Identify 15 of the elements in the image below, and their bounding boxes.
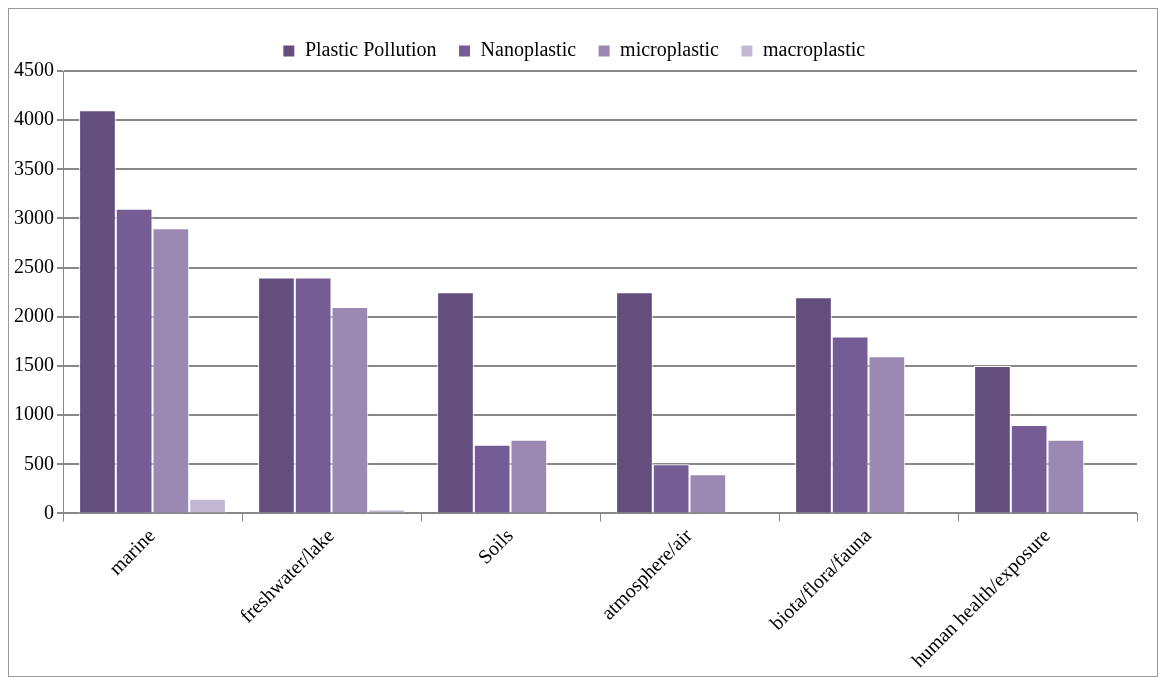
legend-label: Nanoplastic: [480, 38, 577, 62]
y-tick-label: 500: [24, 451, 54, 474]
y-tick-label: 2000: [14, 304, 54, 327]
x-tick-label: Soils: [473, 523, 518, 568]
y-tick-label: 1500: [14, 353, 54, 376]
y-tick-label: 4500: [14, 58, 54, 81]
legend-label: microplastic: [620, 38, 720, 62]
y-tick-label: 3500: [14, 156, 54, 179]
y-tick-label: 0: [44, 500, 54, 523]
y-tick-label: 1000: [14, 402, 54, 425]
legend-label: macroplastic: [762, 38, 866, 62]
y-tick-label: 4000: [14, 107, 54, 130]
legend-label: Plastic Pollution: [304, 38, 437, 61]
y-tick-label: 3000: [14, 205, 54, 228]
y-tick-label: 2500: [14, 254, 54, 277]
